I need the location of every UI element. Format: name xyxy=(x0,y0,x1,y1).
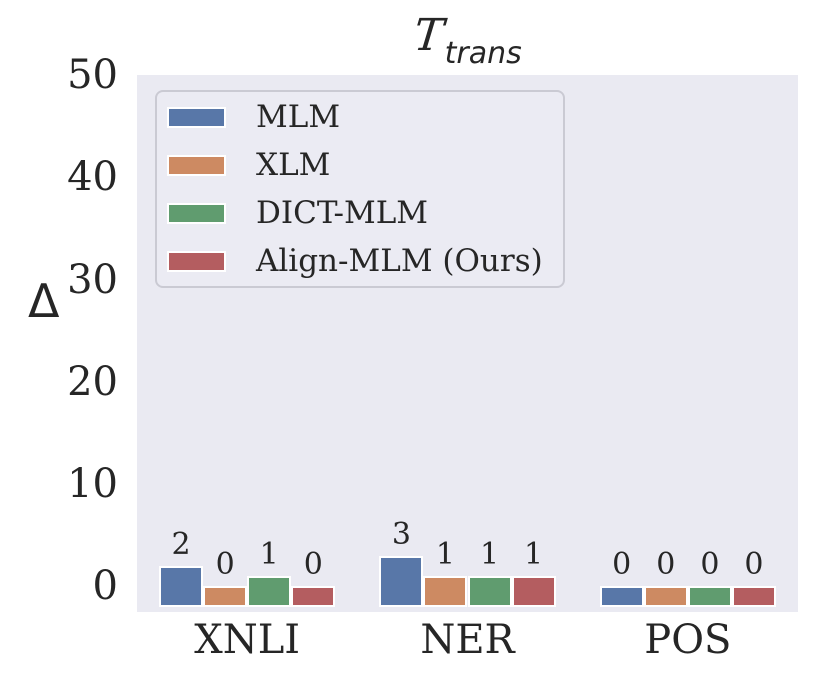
legend-item: Align-MLM (Ours) xyxy=(157,237,563,285)
bar-value-label: 1 xyxy=(479,537,500,573)
bar-value-label: 0 xyxy=(700,547,720,583)
legend-label: XLM xyxy=(256,146,331,183)
chart-title: Ttrans xyxy=(137,10,798,69)
legend-item: DICT-MLM xyxy=(157,189,563,237)
legend-swatch-icon xyxy=(167,154,226,176)
bar-ner-align-mlm-ours xyxy=(511,576,556,607)
y-axis-label: Δ xyxy=(28,274,60,328)
bar-ner-dict-mlm xyxy=(467,576,512,607)
legend-label: MLM xyxy=(256,98,341,135)
x-tick-label-xnli: XNLI xyxy=(194,617,301,663)
bar-value-label: 0 xyxy=(656,547,676,583)
x-tick-label-pos: POS xyxy=(644,617,732,663)
bar-ner-xlm xyxy=(423,576,468,607)
bar-pos-dict-mlm xyxy=(687,586,732,607)
y-tick-label-40: 40 xyxy=(67,154,118,201)
bar-value-label: 1 xyxy=(524,537,544,573)
bar-xnli-dict-mlm xyxy=(247,576,292,607)
legend-item: XLM xyxy=(157,141,563,189)
chart-title-subscript: trans xyxy=(444,36,522,71)
y-tick-label-20: 20 xyxy=(67,358,118,405)
y-tick-label-30: 30 xyxy=(67,256,118,303)
legend-item: MLM xyxy=(157,93,563,141)
legend-swatch-icon xyxy=(167,106,226,128)
y-tick-label-0: 0 xyxy=(92,563,118,610)
bar-xnli-mlm xyxy=(159,565,204,607)
y-tick-label-50: 50 xyxy=(67,52,118,98)
legend-swatch-icon xyxy=(167,202,226,224)
legend-label: DICT-MLM xyxy=(256,194,429,231)
bar-pos-mlm xyxy=(599,586,644,607)
bar-xnli-xlm xyxy=(203,586,248,607)
bar-value-label: 0 xyxy=(612,547,632,583)
bar-pos-xlm xyxy=(643,586,688,607)
bar-value-label: 0 xyxy=(215,547,235,583)
bar-value-label: 1 xyxy=(259,537,279,573)
bar-value-label: 0 xyxy=(303,547,323,583)
bar-xnli-align-mlm-ours xyxy=(291,586,336,607)
bar-value-label: 0 xyxy=(744,547,764,583)
bar-value-label: 1 xyxy=(435,537,455,573)
bar-value-label: 2 xyxy=(171,526,191,562)
y-tick-label-10: 10 xyxy=(67,461,118,508)
bar-pos-align-mlm-ours xyxy=(731,586,776,607)
legend: MLM XLM DICT-MLM Align-MLM (Ours) xyxy=(155,90,565,288)
bar-ner-mlm xyxy=(379,555,424,607)
legend-swatch-icon xyxy=(167,250,226,272)
chart-title-symbol: T xyxy=(411,10,447,61)
bar-value-label: 3 xyxy=(391,516,411,552)
x-tick-label-ner: NER xyxy=(420,617,515,663)
legend-label: Align-MLM (Ours) xyxy=(256,242,543,279)
